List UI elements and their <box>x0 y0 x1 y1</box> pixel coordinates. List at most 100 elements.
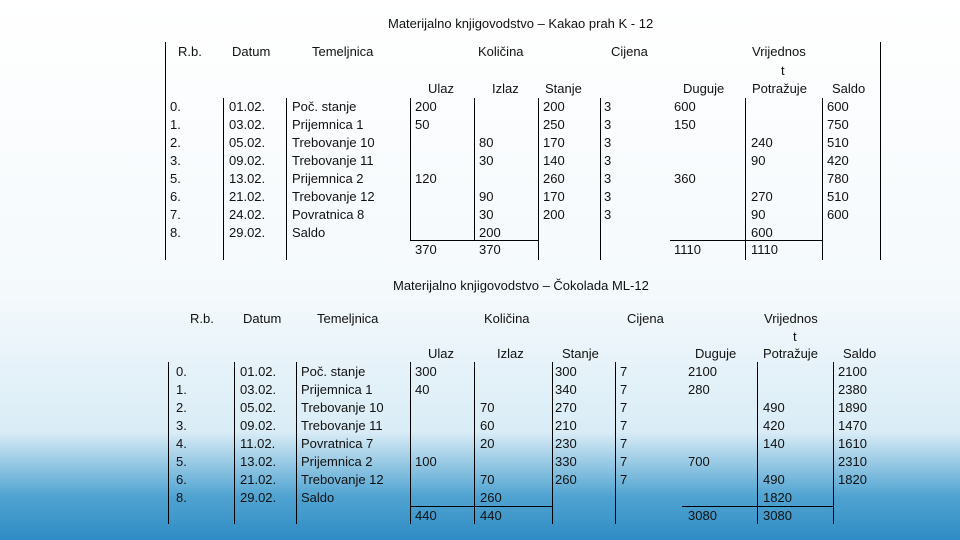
column-potrazuje: 490 420 140 490 1820 <box>763 363 792 507</box>
cell-potrazuje: 90 <box>751 207 766 222</box>
cell-cijena <box>604 224 611 242</box>
cell-izlaz <box>480 381 502 399</box>
grid-line <box>296 362 297 524</box>
totals-line <box>410 240 538 241</box>
cell-izlaz <box>480 453 502 471</box>
cell-ulaz <box>415 134 437 152</box>
cell-cijena: 7 <box>620 454 628 469</box>
grid-line <box>286 98 287 260</box>
total-duguje: 1110 <box>674 242 701 257</box>
cell-stanje <box>543 224 565 242</box>
cell-ulaz <box>415 489 437 507</box>
cell-temeljnica: Saldo <box>301 490 335 505</box>
cell-saldo: 1890 <box>838 400 867 415</box>
cell-saldo <box>838 489 867 507</box>
cell-datum: 29.02. <box>229 225 266 240</box>
cell-duguje <box>674 134 696 152</box>
cell-saldo: 600 <box>827 99 849 114</box>
cell-potrazuje <box>763 381 792 399</box>
column-stanje: 300 340 270 210 230 330 260 <box>555 363 577 507</box>
header-vrijednost: Vrijednos <box>764 311 818 326</box>
cell-izlaz: 30 <box>479 207 494 222</box>
header-saldo: Saldo <box>843 346 877 361</box>
grid-line <box>168 362 169 524</box>
cell-potrazuje: 490 <box>763 400 785 415</box>
cell-duguje <box>674 152 696 170</box>
cell-stanje: 270 <box>555 400 577 415</box>
cell-saldo: 510 <box>827 189 849 204</box>
column-ulaz: 200 50 120 <box>415 98 437 242</box>
cell-cijena: 3 <box>604 99 612 114</box>
column-datum: 01.02. 03.02. 05.02. 09.02. 13.02. 21.02. 24.0… <box>229 98 265 242</box>
cell-cijena: 7 <box>620 400 628 415</box>
cell-cijena: 7 <box>620 364 628 379</box>
header-cijena: Cijena <box>627 311 664 326</box>
column-duguje: 2100 280 700 <box>688 363 717 507</box>
total-ulaz: 440 <box>415 508 437 523</box>
cell-temeljnica: Poč. stanje <box>292 99 357 114</box>
header-potrazuje: Potražuje <box>752 81 807 96</box>
header-ulaz: Ulaz <box>428 81 455 96</box>
cell-temeljnica: Povratnica 7 <box>301 436 374 451</box>
grid-line <box>410 98 411 240</box>
cell-rb: 3. <box>170 153 181 168</box>
cell-temeljnica: Trebovanje 11 <box>301 418 383 433</box>
cell-ulaz <box>415 417 437 435</box>
cell-datum: 09.02. <box>240 418 277 433</box>
cell-ulaz <box>415 471 437 489</box>
cell-ulaz <box>415 206 437 224</box>
cell-cijena: 3 <box>604 153 612 168</box>
cell-izlaz: 60 <box>480 418 495 433</box>
cell-potrazuje <box>763 363 792 381</box>
cell-izlaz <box>480 363 502 381</box>
cell-datum: 21.02. <box>240 472 277 487</box>
cell-cijena: 7 <box>620 418 628 433</box>
cell-temeljnica: Prijemnica 1 <box>292 117 364 132</box>
cell-stanje: 330 <box>555 454 577 469</box>
cell-rb: 8. <box>176 490 187 505</box>
cell-stanje <box>555 489 577 507</box>
column-temeljnica: Poč. stanje Prijemnica 1 Trebovanje 10 Treb… <box>301 363 384 507</box>
cell-saldo <box>827 224 849 242</box>
header-kolicina: Količina <box>484 311 530 326</box>
header-datum: Datum <box>232 44 271 59</box>
column-ulaz: 300 40 100 <box>415 363 437 507</box>
cell-potrazuje: 600 <box>751 225 773 240</box>
cell-izlaz: 80 <box>479 135 494 150</box>
cell-cijena: 7 <box>620 472 628 487</box>
header-duguje: Duguje <box>683 81 725 96</box>
cell-saldo: 510 <box>827 135 849 150</box>
cell-duguje <box>674 188 696 206</box>
total-izlaz: 370 <box>479 242 501 257</box>
cell-cijena: 7 <box>620 436 628 451</box>
header-cijena: Cijena <box>611 44 648 59</box>
cell-duguje <box>688 489 717 507</box>
cell-ulaz <box>415 399 437 417</box>
cell-stanje: 260 <box>543 171 565 186</box>
cell-temeljnica: Trebovanje 11 <box>292 153 374 168</box>
cell-datum: 13.02. <box>240 454 277 469</box>
cell-datum: 03.02. <box>240 382 277 397</box>
cell-potrazuje: 420 <box>763 418 785 433</box>
cell-saldo: 750 <box>827 117 849 132</box>
column-datum: 01.02. 03.02. 05.02. 09.02. 11.02. 13.02. 21.0… <box>240 363 276 507</box>
table-title: Materijalno knjigovodstvo – Čokolada ML-… <box>393 278 649 293</box>
cell-rb: 6. <box>176 472 187 487</box>
totals-line <box>682 506 833 507</box>
cell-temeljnica: Prijemnica 2 <box>292 171 364 186</box>
cell-rb: 2. <box>176 400 187 415</box>
cell-ulaz <box>415 188 437 206</box>
cell-rb: 3. <box>176 418 187 433</box>
cell-duguje: 360 <box>674 171 696 186</box>
cell-izlaz: 200 <box>479 225 501 240</box>
cell-rb: 1. <box>176 382 187 397</box>
cell-izlaz: 90 <box>479 189 494 204</box>
cell-izlaz: 70 <box>480 400 495 415</box>
cell-temeljnica: Poč. stanje <box>301 364 366 379</box>
cell-ulaz: 200 <box>415 99 437 114</box>
grid-line <box>165 42 166 260</box>
cell-duguje: 280 <box>688 382 710 397</box>
column-izlaz: 70 60 20 70 260 <box>480 363 502 507</box>
cell-izlaz: 260 <box>480 490 502 505</box>
grid-line <box>474 98 475 240</box>
